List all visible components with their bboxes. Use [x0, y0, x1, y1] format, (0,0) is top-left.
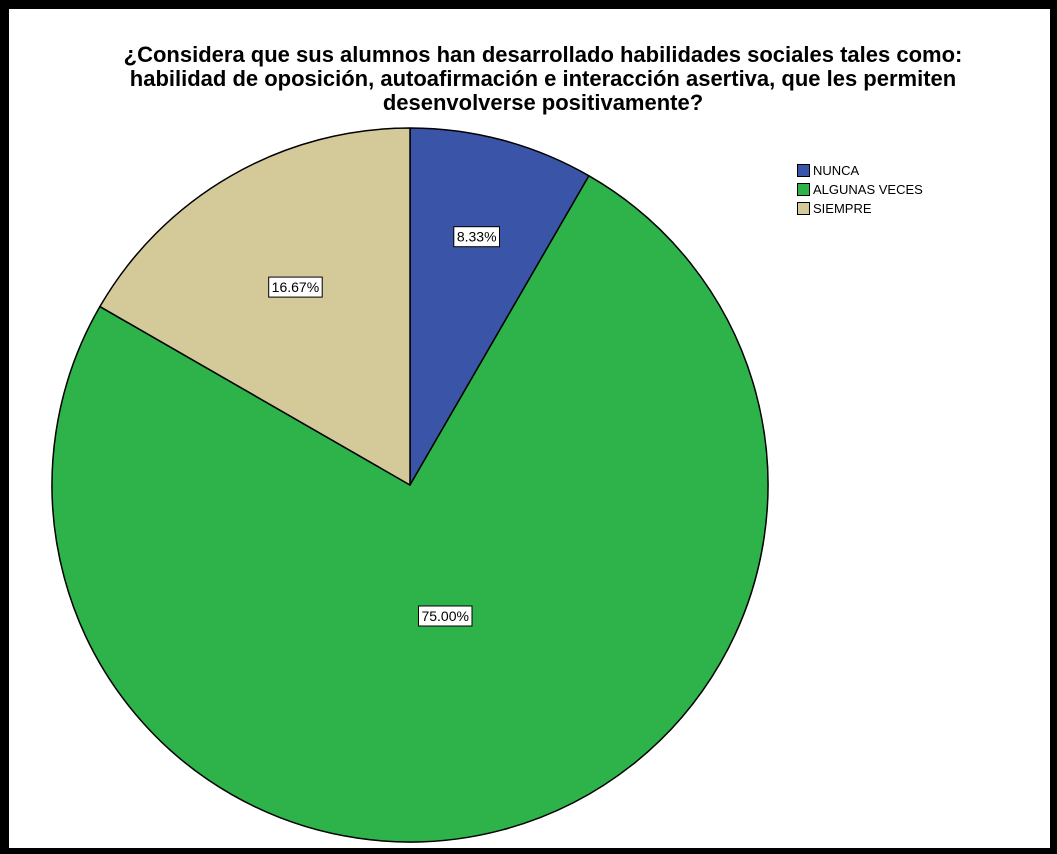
legend-item-nunca: NUNCA — [797, 161, 923, 180]
data-label-text-siempre: 16.67% — [272, 279, 319, 295]
legend-label-nunca: NUNCA — [813, 163, 860, 178]
chart-title-line-2: habilidad de oposición, autoafirmación e… — [129, 66, 957, 91]
legend-swatch-algunas-veces — [797, 183, 810, 196]
pie-slice-algunas-veces — [51, 175, 769, 843]
chart-title-line-1: ¿Considera que sus alumnos han desarroll… — [123, 42, 963, 67]
chart-title: ¿Considera que sus alumnos han desarroll… — [23, 43, 1057, 115]
pie-data-labels: 8.33% 75.00% 16.67% — [268, 226, 500, 627]
data-label-box-nunca — [453, 226, 500, 248]
data-label-box-algunas-veces — [418, 605, 473, 627]
pie-slice-nunca — [409, 127, 590, 486]
legend-label-siempre: SIEMPRE — [813, 201, 872, 216]
legend-swatch-nunca — [797, 164, 810, 177]
pie-slices — [51, 127, 769, 843]
data-label-text-nunca: 8.33% — [457, 229, 497, 245]
data-label-siempre: 16.67% — [268, 276, 323, 298]
data-label-text-algunas-veces: 75.00% — [421, 608, 468, 624]
pie-slice-siempre — [99, 127, 411, 486]
legend: NUNCA ALGUNAS VECES SIEMPRE — [797, 161, 923, 218]
legend-item-algunas-veces: ALGUNAS VECES — [797, 180, 923, 199]
data-label-box-siempre — [268, 276, 323, 298]
data-label-nunca: 8.33% — [453, 226, 500, 248]
chart-title-line-3: desenvolverse positivamente? — [382, 90, 704, 115]
legend-item-siempre: SIEMPRE — [797, 199, 923, 218]
data-label-algunas-veces: 75.00% — [418, 605, 473, 627]
legend-swatch-siempre — [797, 202, 810, 215]
legend-label-algunas-veces: ALGUNAS VECES — [813, 182, 923, 197]
